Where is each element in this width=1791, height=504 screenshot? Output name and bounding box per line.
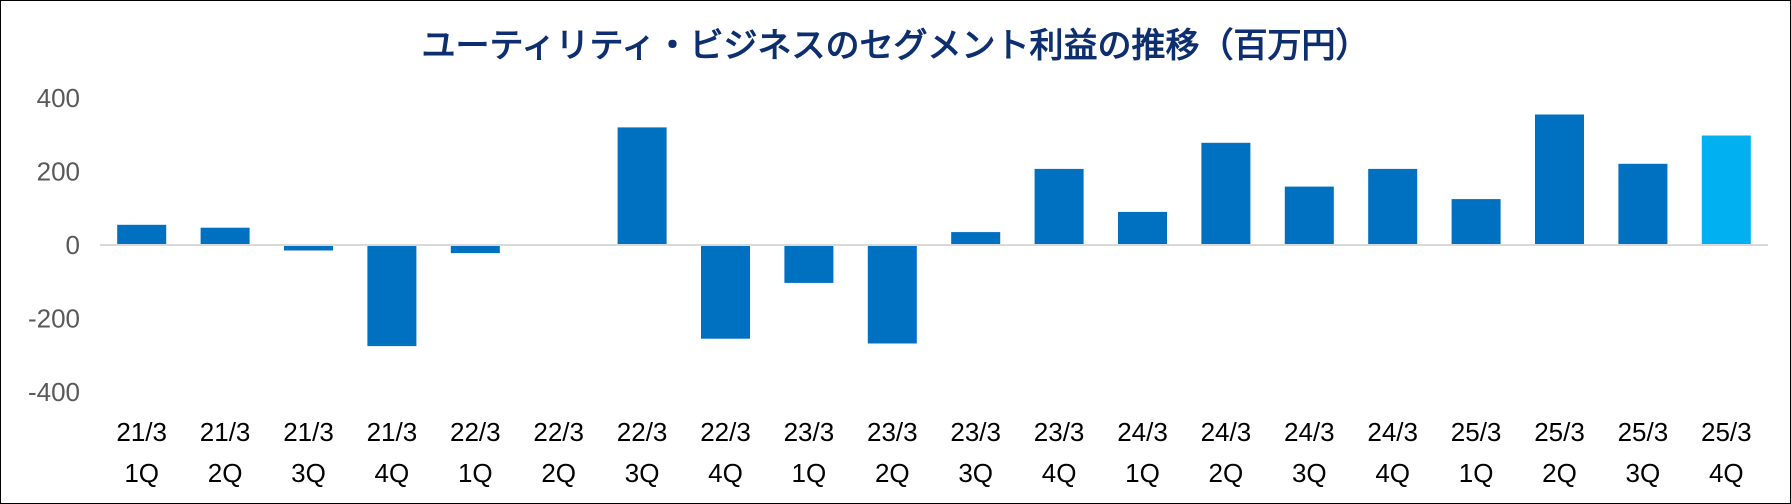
chart-title: ユーティリティ・ビジネスのセグメント利益の推移（百万円） xyxy=(421,26,1370,66)
bar xyxy=(784,245,834,283)
bar xyxy=(1701,135,1751,245)
x-tick-label-quarter: 2Q xyxy=(541,458,576,488)
x-tick-label-year: 21/3 xyxy=(116,417,167,447)
x-tick-label-quarter: 4Q xyxy=(375,458,410,488)
x-tick-label-quarter: 3Q xyxy=(958,458,993,488)
y-axis-ticks: 400 200 0 -200 -400 xyxy=(28,83,80,407)
x-tick-label-quarter: 1Q xyxy=(124,458,159,488)
bar xyxy=(450,245,500,254)
x-tick-label-quarter: 4Q xyxy=(1709,458,1744,488)
x-tick-label-year: 24/3 xyxy=(1201,417,1252,447)
x-tick-label-year: 23/3 xyxy=(867,417,918,447)
x-tick-label-quarter: 1Q xyxy=(792,458,827,488)
x-tick-label-year: 24/3 xyxy=(1284,417,1335,447)
bar xyxy=(1118,211,1167,245)
bars xyxy=(117,114,1751,347)
y-tick-label: 0 xyxy=(66,230,80,260)
x-tick-label-quarter: 2Q xyxy=(1542,458,1577,488)
x-tick-label-quarter: 3Q xyxy=(625,458,660,488)
x-tick-label-year: 23/3 xyxy=(950,417,1001,447)
x-tick-label-year: 22/3 xyxy=(617,417,668,447)
x-tick-label-quarter: 3Q xyxy=(1626,458,1661,488)
x-tick-label-year: 25/3 xyxy=(1534,417,1585,447)
x-tick-label-quarter: 3Q xyxy=(1292,458,1327,488)
y-tick-label: -400 xyxy=(28,377,80,407)
bar xyxy=(200,227,250,245)
x-tick-label-year: 25/3 xyxy=(1451,417,1502,447)
x-tick-label-quarter: 2Q xyxy=(875,458,910,488)
x-tick-label-year: 21/3 xyxy=(283,417,334,447)
x-tick-label-quarter: 3Q xyxy=(291,458,326,488)
bar xyxy=(1618,163,1668,245)
x-tick-label-quarter: 4Q xyxy=(708,458,743,488)
x-tick-label-year: 23/3 xyxy=(1034,417,1085,447)
bar xyxy=(1034,168,1084,245)
x-tick-label-year: 22/3 xyxy=(450,417,501,447)
x-tick-label-year: 25/3 xyxy=(1618,417,1669,447)
x-tick-label-year: 22/3 xyxy=(700,417,751,447)
bar xyxy=(1535,114,1584,245)
x-tick-label-year: 25/3 xyxy=(1701,417,1752,447)
x-tick-label-quarter: 1Q xyxy=(1459,458,1494,488)
x-axis-ticks: 21/3 1Q 21/3 2Q 21/3 3Q 21/3 4Q 22/3 1Q 22/3 2Q 22/3… xyxy=(116,417,1751,488)
y-tick-label: 200 xyxy=(37,157,80,187)
x-tick-label-year: 24/3 xyxy=(1117,417,1168,447)
x-tick-label-year: 23/3 xyxy=(784,417,835,447)
bar xyxy=(701,245,750,339)
bar xyxy=(1201,142,1251,245)
x-tick-label-quarter: 4Q xyxy=(1375,458,1410,488)
x-tick-label-quarter: 4Q xyxy=(1042,458,1077,488)
y-tick-label: 400 xyxy=(37,83,80,113)
x-tick-label-quarter: 1Q xyxy=(458,458,493,488)
x-tick-label-year: 21/3 xyxy=(367,417,418,447)
bar xyxy=(117,224,167,245)
x-tick-label-year: 22/3 xyxy=(533,417,584,447)
x-tick-label-quarter: 2Q xyxy=(208,458,243,488)
bar xyxy=(951,232,1001,245)
bar xyxy=(617,127,667,245)
x-tick-label-quarter: 2Q xyxy=(1209,458,1244,488)
x-tick-label-quarter: 1Q xyxy=(1125,458,1160,488)
bar xyxy=(1451,199,1501,245)
bar xyxy=(284,245,333,251)
bar xyxy=(367,245,417,347)
bar xyxy=(867,245,917,344)
y-tick-label: -200 xyxy=(28,304,80,334)
bar xyxy=(1368,168,1418,245)
x-tick-label-year: 21/3 xyxy=(200,417,251,447)
x-tick-label-year: 24/3 xyxy=(1367,417,1418,447)
bar xyxy=(1284,186,1334,245)
